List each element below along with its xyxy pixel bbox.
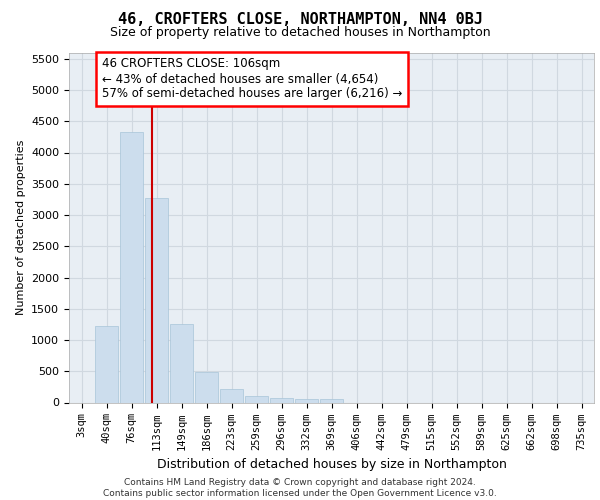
Bar xyxy=(220,389,244,402)
Bar xyxy=(320,400,343,402)
X-axis label: Distribution of detached houses by size in Northampton: Distribution of detached houses by size … xyxy=(157,458,506,471)
Y-axis label: Number of detached properties: Number of detached properties xyxy=(16,140,26,315)
Bar xyxy=(295,399,319,402)
Text: 46 CROFTERS CLOSE: 106sqm
← 43% of detached houses are smaller (4,654)
57% of se: 46 CROFTERS CLOSE: 106sqm ← 43% of detac… xyxy=(102,58,403,100)
Bar xyxy=(95,326,118,402)
Bar xyxy=(245,396,268,402)
Bar xyxy=(170,324,193,402)
Text: Size of property relative to detached houses in Northampton: Size of property relative to detached ho… xyxy=(110,26,490,39)
Text: Contains HM Land Registry data © Crown copyright and database right 2024.
Contai: Contains HM Land Registry data © Crown c… xyxy=(103,478,497,498)
Bar xyxy=(119,132,143,402)
Bar xyxy=(194,372,218,402)
Text: 46, CROFTERS CLOSE, NORTHAMPTON, NN4 0BJ: 46, CROFTERS CLOSE, NORTHAMPTON, NN4 0BJ xyxy=(118,12,482,28)
Bar xyxy=(269,398,293,402)
Bar xyxy=(145,198,169,402)
